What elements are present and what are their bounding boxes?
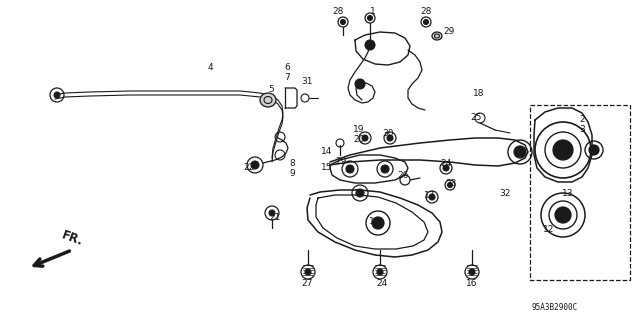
Text: 24: 24 <box>376 279 388 288</box>
Circle shape <box>387 135 393 141</box>
Text: 27: 27 <box>301 279 313 288</box>
Text: 6: 6 <box>284 63 290 72</box>
Circle shape <box>555 207 571 223</box>
Text: 29: 29 <box>335 158 347 167</box>
Text: 16: 16 <box>467 279 477 288</box>
Text: 7: 7 <box>284 73 290 83</box>
Text: 19: 19 <box>353 125 365 135</box>
Circle shape <box>367 16 372 20</box>
Circle shape <box>553 140 573 160</box>
Text: 26: 26 <box>397 172 409 181</box>
Text: 30: 30 <box>382 129 394 137</box>
Text: 28: 28 <box>420 8 432 17</box>
Circle shape <box>377 269 383 275</box>
Circle shape <box>340 19 346 25</box>
Text: 31: 31 <box>301 78 313 86</box>
Circle shape <box>469 269 475 275</box>
Circle shape <box>381 165 389 173</box>
Text: 13: 13 <box>563 189 573 197</box>
Circle shape <box>355 79 365 89</box>
Circle shape <box>589 145 599 155</box>
Circle shape <box>443 165 449 171</box>
Circle shape <box>251 161 259 169</box>
Text: 95A3B2900C: 95A3B2900C <box>532 303 578 313</box>
Text: 23: 23 <box>445 179 457 188</box>
Circle shape <box>305 269 311 275</box>
Circle shape <box>372 217 384 229</box>
Text: 4: 4 <box>207 63 213 72</box>
Text: 21: 21 <box>269 213 281 222</box>
Text: 10: 10 <box>369 218 381 226</box>
Text: 17: 17 <box>424 191 436 201</box>
Text: 25: 25 <box>470 114 482 122</box>
Text: 9: 9 <box>289 169 295 179</box>
Text: 12: 12 <box>543 225 555 234</box>
Circle shape <box>269 210 275 216</box>
Text: 5: 5 <box>268 85 274 94</box>
Bar <box>530 105 630 280</box>
Circle shape <box>346 165 354 173</box>
Text: 22: 22 <box>243 164 255 173</box>
Text: 8: 8 <box>289 160 295 168</box>
Text: 29: 29 <box>444 27 454 36</box>
Ellipse shape <box>432 32 442 40</box>
Circle shape <box>54 92 60 98</box>
Text: 32: 32 <box>499 189 511 197</box>
Text: 24: 24 <box>440 160 452 168</box>
Text: 3: 3 <box>579 125 585 135</box>
Text: 15: 15 <box>321 164 333 173</box>
Circle shape <box>424 19 429 25</box>
Ellipse shape <box>260 93 276 107</box>
Circle shape <box>514 146 526 158</box>
Text: 28: 28 <box>332 8 344 17</box>
Circle shape <box>429 194 435 200</box>
Circle shape <box>356 189 364 197</box>
Circle shape <box>362 135 368 141</box>
Text: 2: 2 <box>579 115 585 124</box>
Circle shape <box>447 182 452 188</box>
Text: FR.: FR. <box>60 228 85 248</box>
Text: 18: 18 <box>473 88 484 98</box>
Circle shape <box>365 40 375 50</box>
Text: 11: 11 <box>355 189 365 197</box>
Text: 14: 14 <box>321 147 333 157</box>
Text: 1: 1 <box>370 8 376 17</box>
Text: 20: 20 <box>353 136 365 145</box>
